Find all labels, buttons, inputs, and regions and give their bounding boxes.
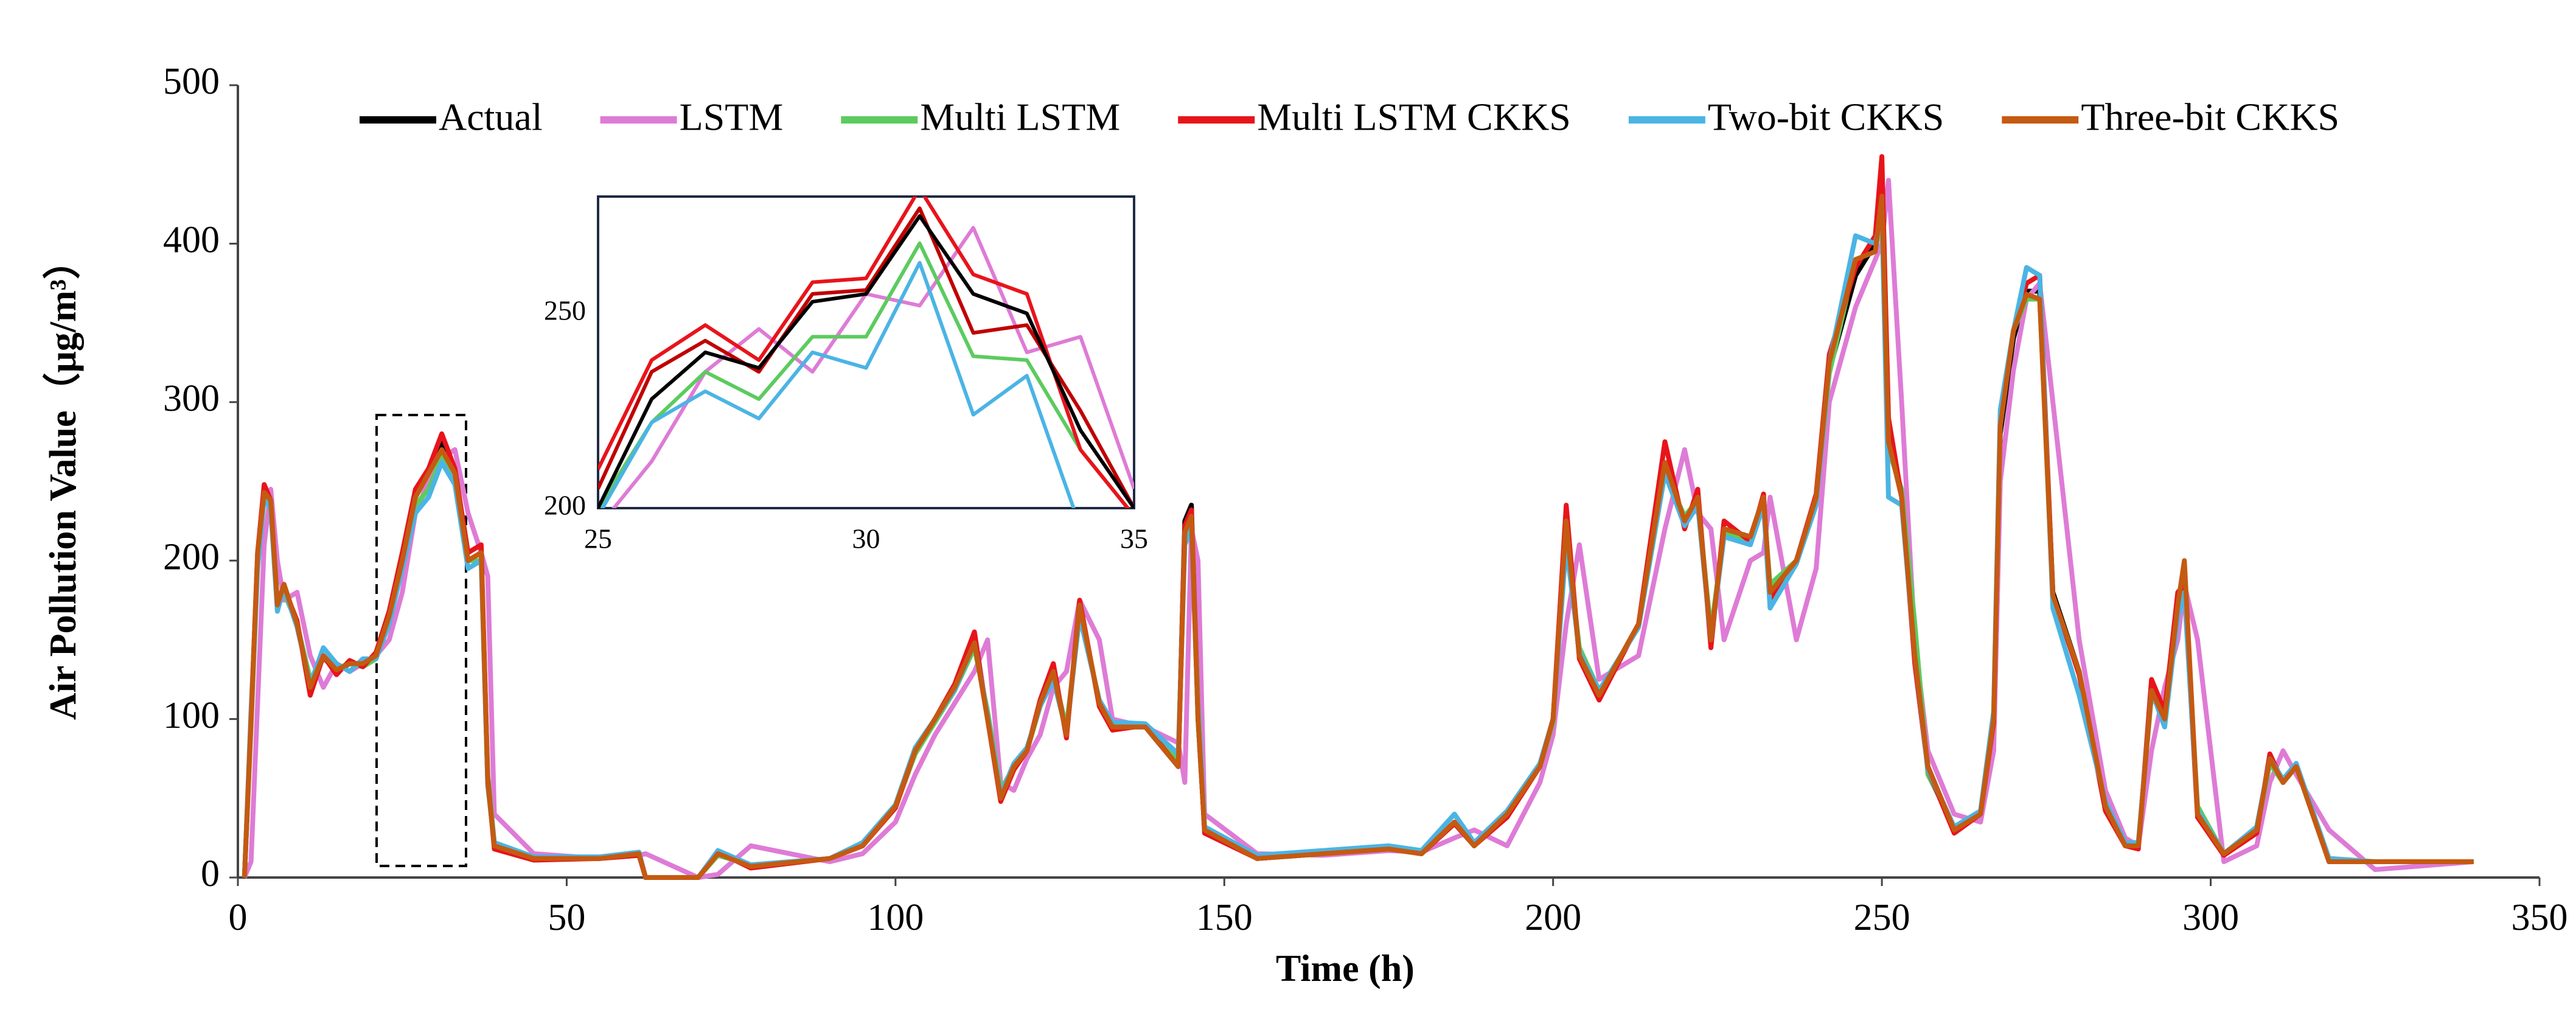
legend-label: Three-bit CKKS [2081,96,2339,139]
x-tick-label: 35 [1120,523,1148,554]
x-tick-label: 250 [1854,897,1910,938]
y-tick-label: 400 [163,220,220,261]
x-tick-label: 50 [548,897,585,938]
x-tick-label: 300 [2182,897,2239,938]
x-tick-label: 150 [1196,897,1253,938]
legend-label: Actual [439,96,543,139]
x-tick-label: 25 [584,523,612,554]
x-tick-label: 30 [852,523,880,554]
x-tick-label: 100 [867,897,924,938]
x-tick-label: 0 [229,897,248,938]
legend-label: Two-bit CKKS [1708,96,1944,139]
y-tick-label: 300 [163,378,220,419]
y-tick-label: 500 [163,61,220,102]
y-tick-label: 200 [544,490,586,521]
series-line [598,241,1130,508]
x-axis-label: Time (h) [1276,948,1415,989]
series-line [598,197,1130,508]
x-tick-label: 350 [2512,897,2568,938]
series-line [242,209,2474,880]
legend-label: LSTM [680,96,784,139]
zoom-region [375,414,467,867]
series-line [598,214,1134,508]
inset-frame [597,195,1135,509]
x-tick-label: 200 [1525,897,1581,938]
legend-label: Multi LSTM [920,96,1120,139]
y-axis-label: Air Pollution Value（μg/m³） [41,242,84,720]
series-line [600,260,1076,508]
y-tick-label: 100 [163,695,220,736]
y-tick-label: 0 [201,853,220,895]
series-line [242,194,2474,880]
series-group [598,197,1134,508]
legend-label: Multi LSTM CKKS [1257,96,1571,139]
y-tick-label: 200 [163,536,220,578]
series-group [242,154,2474,880]
y-tick-label: 250 [544,295,586,326]
